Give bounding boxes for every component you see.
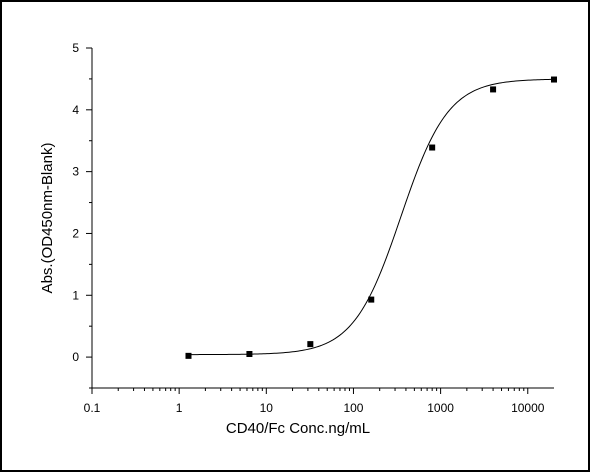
axes: 0.1 1 10 100 1000 10000 0 1 2 3 4 5 (72, 41, 554, 415)
y-tick-label: 2 (72, 226, 79, 240)
y-tick-label: 0 (72, 350, 79, 364)
x-tick-label: 1000 (427, 401, 454, 415)
y-axis-title: Abs.(OD450nm-Blank) (39, 143, 56, 294)
data-point (551, 76, 557, 83)
data-point (429, 144, 436, 151)
x-tick-label: 10 (260, 401, 274, 415)
x-tick-label: 10000 (511, 401, 545, 415)
x-tick-label: 100 (343, 401, 363, 415)
data-point (368, 296, 375, 303)
data-point (307, 341, 314, 348)
y-tick-label: 4 (72, 103, 79, 117)
data-point (490, 86, 497, 93)
data-point (246, 351, 253, 357)
fit-curve-layer (188, 78, 555, 356)
y-tick-label: 5 (72, 41, 79, 55)
x-axis-title: CD40/Fc Conc.ng/mL (226, 420, 370, 437)
x-tick-label: 0.1 (84, 401, 101, 415)
x-tick-label: 1 (176, 401, 183, 415)
data-points-layer (185, 76, 557, 359)
y-tick-label: 1 (72, 288, 79, 302)
y-tick-label: 3 (72, 165, 79, 179)
data-point (185, 352, 192, 359)
fit-curve (188, 78, 555, 356)
